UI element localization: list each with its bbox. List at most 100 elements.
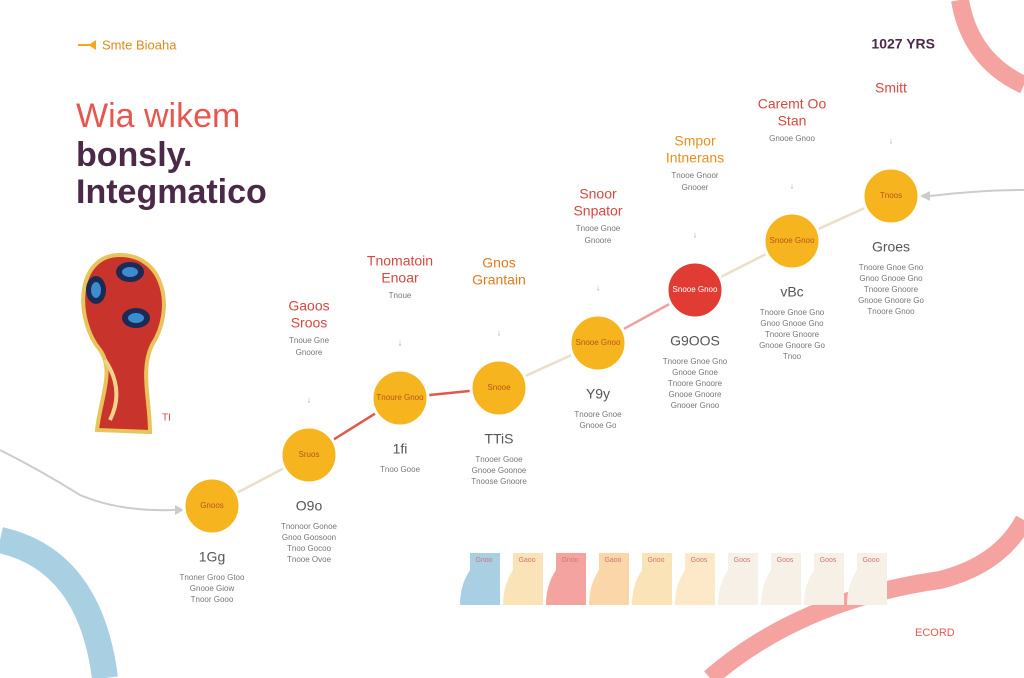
node-value: 1Gg bbox=[199, 549, 225, 565]
headline: Wia wikem bbox=[76, 97, 240, 135]
tab-label: Goos bbox=[734, 557, 751, 564]
node-inner: Tnoure Gnoo bbox=[376, 393, 424, 402]
node bbox=[861, 166, 921, 226]
node-value: G9OOS bbox=[670, 333, 720, 349]
node-detail: Gnooe Go bbox=[580, 421, 617, 430]
node-title: Smpor bbox=[674, 133, 716, 149]
node-detail: Tnoore Gnoe bbox=[574, 410, 622, 419]
trophy-note: TI bbox=[162, 413, 171, 424]
tab-label: Gaoo bbox=[604, 557, 621, 564]
tab-label: Goos bbox=[777, 557, 794, 564]
node-value: TTiS bbox=[484, 431, 513, 447]
node-detail: Tnoore Gnoo bbox=[867, 307, 915, 316]
node-title: Stan bbox=[778, 113, 807, 129]
node-title: Grantain bbox=[472, 272, 526, 288]
node bbox=[762, 211, 822, 271]
node-title: Gaoos bbox=[288, 298, 329, 314]
node-detail: Tnooer Gooe bbox=[475, 455, 523, 464]
tab-label: Gnoo bbox=[647, 557, 664, 564]
node-inner: Snooe Gnoo bbox=[673, 285, 718, 294]
node-detail: Tnoore Gnoe Gno bbox=[859, 263, 924, 272]
tab-label: Goos bbox=[691, 557, 708, 564]
node-inner: Tnoos bbox=[880, 191, 902, 200]
node-note: Tnoue Gne bbox=[289, 336, 330, 345]
node-detail: Gnoo Gnooe Gno bbox=[859, 274, 923, 283]
node-detail: Tnoore Gnoore bbox=[864, 285, 919, 294]
node-value: O9o bbox=[296, 498, 323, 514]
node-title: Gnos bbox=[482, 255, 515, 271]
tick: ↓ bbox=[596, 282, 601, 292]
node-note: Gnoore bbox=[296, 348, 323, 357]
arrow bbox=[920, 191, 930, 201]
tab-label: Gooo bbox=[862, 557, 879, 564]
node-detail: Tnoor Gooo bbox=[191, 595, 234, 604]
headline: bonsly. bbox=[76, 136, 193, 174]
node-detail: Tnoo Gocoo bbox=[287, 544, 332, 553]
node-detail: Tnoore Gnoe Gno bbox=[663, 357, 728, 366]
tick: ↓ bbox=[497, 327, 502, 337]
node-value: Groes bbox=[872, 239, 910, 255]
node-detail: Gnooe Gnoore bbox=[669, 390, 722, 399]
node-detail: Gnooe Goonoe bbox=[472, 466, 527, 475]
node-value: vBc bbox=[780, 284, 803, 300]
node-title: Snoor bbox=[579, 186, 617, 202]
node-inner: Snooe bbox=[487, 383, 511, 392]
connector bbox=[0, 449, 176, 512]
node-note: Tnooe Gnoor bbox=[671, 171, 718, 180]
node-detail: Gnooe Gnoore Go bbox=[759, 341, 825, 350]
node-note: Gnooer bbox=[682, 183, 709, 192]
node-title: Smitt bbox=[875, 80, 907, 96]
node-title: Caremt Oo bbox=[758, 96, 827, 112]
node-detail: Tnoo Gooe bbox=[380, 465, 421, 474]
tab bbox=[675, 553, 715, 605]
tab bbox=[847, 553, 887, 605]
node-detail: Gnooe Gnoore Go bbox=[858, 296, 924, 305]
node-detail: Tnoore Gnoore bbox=[765, 330, 820, 339]
node-detail: Gnoo Gnooe Gno bbox=[760, 319, 824, 328]
trophy bbox=[81, 252, 166, 435]
tab-label: Goos bbox=[820, 557, 837, 564]
node-detail: Gnooe Giow bbox=[190, 584, 235, 593]
node-value: 1fi bbox=[393, 441, 408, 457]
node-title: Tnomatoin bbox=[367, 253, 433, 269]
tab bbox=[460, 553, 500, 605]
node-inner: Snooe Gnoo bbox=[770, 236, 815, 245]
node-note: Gnoore bbox=[585, 236, 612, 245]
tab bbox=[632, 553, 672, 605]
node-detail: Tnoner Groo Gtoo bbox=[180, 573, 245, 582]
footer: ECORD bbox=[915, 627, 955, 639]
tab bbox=[718, 553, 758, 605]
tick: ↓ bbox=[307, 394, 312, 404]
node-detail: Tnooe Ovoe bbox=[287, 555, 332, 564]
tab bbox=[589, 553, 629, 605]
tab bbox=[503, 553, 543, 605]
tab-label: Gaoo bbox=[518, 557, 535, 564]
tab-label: Gnoo bbox=[561, 557, 578, 564]
headline: Integmatico bbox=[76, 173, 267, 211]
tab-label: Gnoo bbox=[475, 557, 492, 564]
node bbox=[469, 358, 529, 418]
node-title: Snpator bbox=[573, 203, 622, 219]
node bbox=[370, 368, 430, 428]
node-detail: Gnooe Gnoe bbox=[672, 368, 718, 377]
node-note: Gnooe Gnoo bbox=[769, 134, 815, 143]
node-detail: Tnoore Gnoore bbox=[668, 379, 723, 388]
node-inner: Sruos bbox=[299, 450, 320, 459]
node-value: Y9y bbox=[586, 386, 610, 402]
node-detail: Tnoore Gnoe Gno bbox=[760, 308, 825, 317]
node-note: Tnooe Gnoe bbox=[576, 224, 621, 233]
node-detail: Gnooer Gnoo bbox=[671, 401, 720, 410]
node-inner: Gnoos bbox=[200, 501, 224, 510]
node-detail: Tnoose Gnoore bbox=[471, 477, 527, 486]
node bbox=[665, 260, 725, 320]
node-note: Tnoue bbox=[389, 291, 412, 300]
tab bbox=[804, 553, 844, 605]
tab bbox=[761, 553, 801, 605]
tick: ↓ bbox=[693, 229, 698, 239]
node-detail: Gnoo Goosoon bbox=[282, 533, 336, 542]
node-title: Enoar bbox=[381, 270, 419, 286]
tick: ↓ bbox=[790, 180, 795, 190]
node-title: Sroos bbox=[291, 315, 328, 331]
tab bbox=[546, 553, 586, 605]
